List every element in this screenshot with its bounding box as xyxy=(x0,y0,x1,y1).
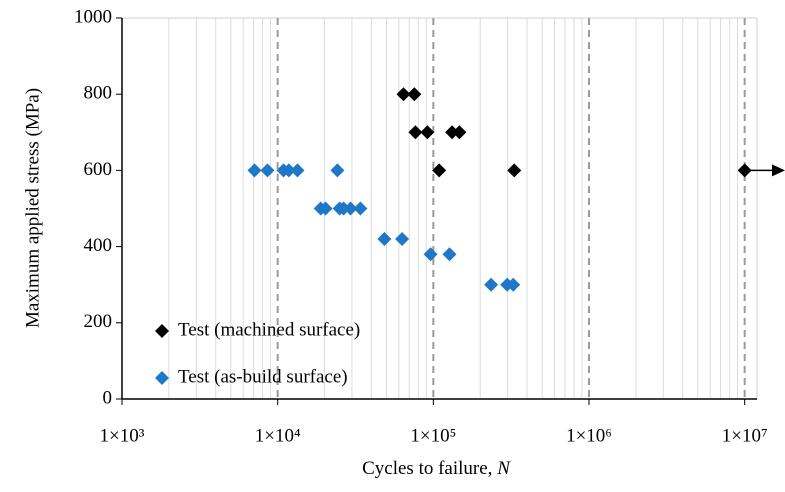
point xyxy=(395,231,410,246)
point xyxy=(290,163,305,178)
y-tick-label: 0 xyxy=(103,387,113,408)
x-tick-label: 1×10³ xyxy=(100,425,145,446)
point xyxy=(420,125,435,140)
y-tick-label: 800 xyxy=(84,83,113,104)
point xyxy=(423,247,438,262)
point xyxy=(737,163,752,178)
point xyxy=(377,231,392,246)
point xyxy=(318,201,333,216)
y-tick-label: 400 xyxy=(84,235,113,256)
x-tick-label: 1×10⁶ xyxy=(566,425,612,446)
legend-marker xyxy=(155,324,169,338)
point xyxy=(484,277,499,292)
point xyxy=(260,163,275,178)
point xyxy=(408,125,423,140)
point xyxy=(407,87,422,102)
point xyxy=(343,201,358,216)
x-tick-label: 1×10⁵ xyxy=(410,425,456,446)
legend-label: Test (machined surface) xyxy=(178,319,360,340)
point xyxy=(432,163,447,178)
point xyxy=(442,247,457,262)
x-label-text: Cycles to failure, xyxy=(362,458,492,479)
x-label-var: N xyxy=(496,458,511,479)
y-tick-label: 1000 xyxy=(74,6,112,27)
point xyxy=(506,277,521,292)
point xyxy=(353,201,368,216)
point xyxy=(330,163,345,178)
y-axis-label: Maximum applied stress (MPa) xyxy=(22,88,43,328)
point xyxy=(247,163,262,178)
y-tick-label: 600 xyxy=(84,159,113,180)
runout-arrowhead xyxy=(772,164,785,177)
legend-label: Test (as-build surface) xyxy=(178,366,348,387)
point xyxy=(336,201,351,216)
plot-frame xyxy=(121,17,758,400)
y-tick-label: 200 xyxy=(84,311,113,332)
point xyxy=(452,125,467,140)
x-axis-label: Cycles to failure, N xyxy=(362,458,511,479)
point xyxy=(396,87,411,102)
point xyxy=(445,125,460,140)
x-tick-label: 1×10⁴ xyxy=(255,425,301,446)
point xyxy=(507,163,522,178)
x-tick-label: 1×10⁷ xyxy=(722,425,768,446)
legend-marker xyxy=(155,371,169,385)
point xyxy=(281,163,296,178)
